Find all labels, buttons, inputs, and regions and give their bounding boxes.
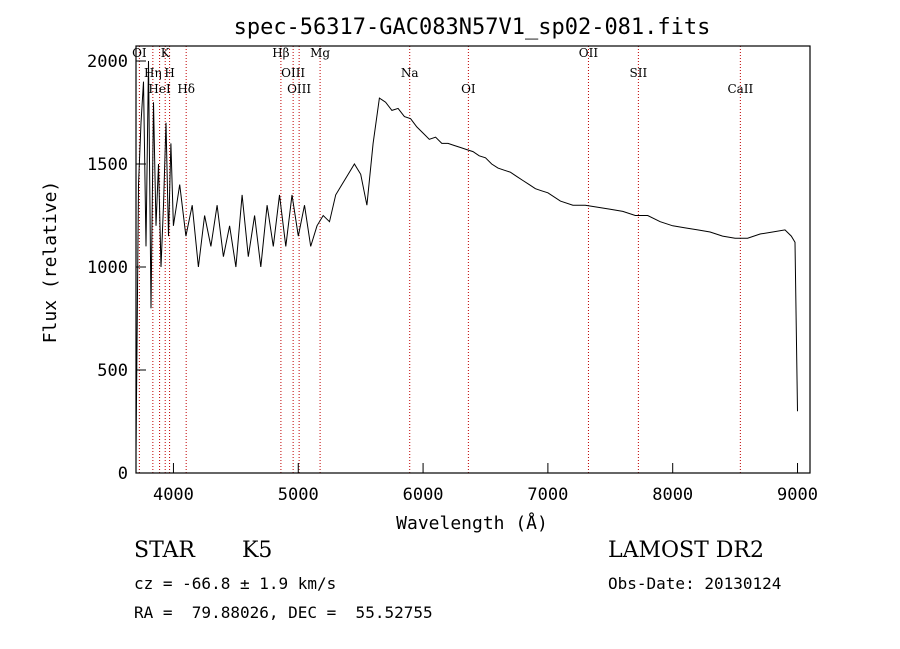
spectral-line-label: Hδ [177,82,195,96]
object-class-label: STAR [134,538,195,563]
y-tick-label: 0 [118,464,128,484]
x-tick-label: 5000 [278,485,319,505]
y-tick-label: 2000 [87,52,128,72]
spectral-line-label: OIII [281,66,305,80]
x-tick-label: 7000 [527,485,568,505]
spectral-line-label: Hη [144,66,162,80]
y-tick-label: 1500 [87,155,128,175]
plot-frame [135,45,811,474]
y-tick-label: 1000 [87,258,128,278]
obs-date-text: Obs-Date: 20130124 [608,574,782,593]
y-axis-ticks: 0 500 1000 1500 2000 [87,52,146,484]
x-tick-label: 6000 [403,485,444,505]
spectral-line-label: OI [461,82,476,96]
x-axis-label: Wavelength (Å) [396,512,548,534]
x-axis-ticks: 4000 5000 6000 7000 8000 9000 [153,463,818,505]
spectral-line-label: HeI [148,82,171,96]
spectrum-line [135,60,798,453]
spectral-line-label: CaII [727,82,753,96]
spectral-line-label: Na [401,66,419,80]
y-axis-label: Flux (relative) [40,181,61,344]
spectral-line-label: OII [579,46,599,60]
object-subclass-label: K5 [242,538,273,563]
redshift-velocity-text: cz = -66.8 ± 1.9 km/s [134,574,337,593]
chart-title: spec-56317-GAC083N57V1_sp02-081.fits [234,15,711,40]
spectral-line-label: OI [132,46,147,60]
x-tick-label: 8000 [652,485,693,505]
x-tick-label: 9000 [777,485,818,505]
spectral-line-label: OIII [287,82,311,96]
spectral-line-label: SII [630,66,648,80]
spectral-line-label: Mg [310,46,330,60]
y-tick-label: 500 [97,361,128,381]
coordinates-text: RA = 79.88026, DEC = 55.52755 [134,603,433,622]
survey-label: LAMOST DR2 [608,538,764,563]
x-tick-label: 4000 [153,485,194,505]
spectral-line-label: Hβ [272,46,289,60]
spectral-line-label: H [164,66,174,80]
spectral-line-label: K [161,46,171,60]
